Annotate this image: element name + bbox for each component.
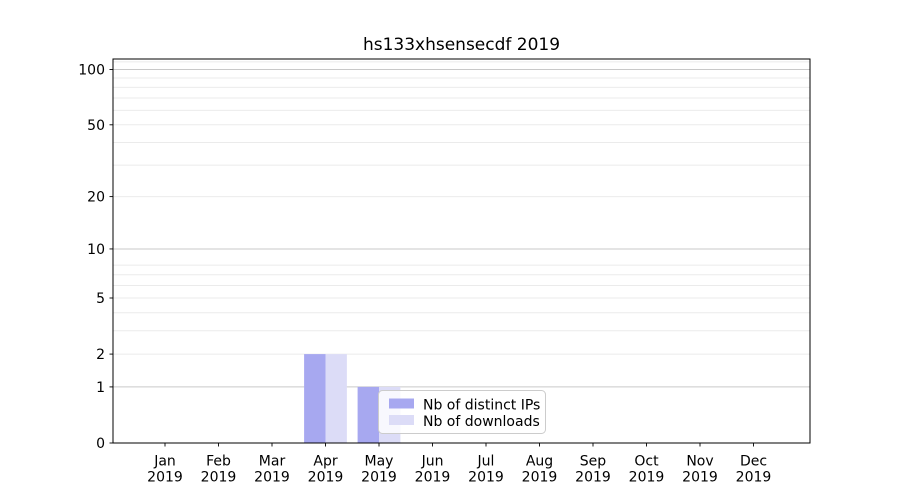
x-tick-label-month-dec: Dec [740, 454, 767, 470]
bar-apr-downloads [325, 354, 347, 443]
legend-frame [378, 390, 546, 434]
chart-title: hs133xhsensecdf 2019 [363, 35, 560, 55]
y-tick-label-1: 1 [96, 380, 105, 396]
x-tick-label-year-feb: 2019 [201, 470, 237, 486]
legend [378, 390, 546, 434]
x-tick-label-year-mar: 2019 [254, 470, 290, 486]
legend-label-distinct-ips: Nb of distinct IPs [423, 398, 540, 414]
x-tick-label-month-jun: Jun [421, 454, 444, 470]
x-tick-label-year-sep: 2019 [575, 470, 611, 486]
bar-apr-distinct-ips [304, 354, 326, 443]
y-tick-label-0: 0 [96, 436, 105, 452]
x-tick-label-year-apr: 2019 [308, 470, 344, 486]
x-tick-label-month-apr: Apr [313, 454, 337, 470]
y-tick-label-2: 2 [96, 347, 105, 363]
x-tick-label-month-jul: Jul [477, 454, 495, 470]
axes-layer: 0125102050100Jan2019Feb2019Mar2019Apr201… [78, 58, 811, 486]
x-tick-label-year-oct: 2019 [629, 470, 665, 486]
legend-swatch-distinct-ips [389, 398, 414, 409]
x-tick-label-year-jan: 2019 [147, 470, 183, 486]
x-tick-label-month-sep: Sep [580, 454, 607, 470]
x-tick-label-year-nov: 2019 [682, 470, 718, 486]
x-tick-label-month-oct: Oct [634, 454, 659, 470]
plot-spines [112, 58, 811, 444]
x-tick-label-year-dec: 2019 [736, 470, 772, 486]
legend-swatch-downloads [389, 415, 414, 425]
y-tick-label-100: 100 [78, 63, 105, 79]
x-tick-label-month-feb: Feb [206, 454, 231, 470]
x-tick-label-month-may: May [365, 454, 394, 470]
x-tick-label-year-jul: 2019 [468, 470, 504, 486]
bar-may-distinct-ips [357, 386, 379, 443]
y-tick-label-5: 5 [96, 291, 105, 307]
x-tick-label-year-may: 2019 [361, 470, 397, 486]
y-tick-label-50: 50 [87, 118, 105, 134]
x-tick-label-month-mar: Mar [259, 454, 286, 470]
y-tick-label-10: 10 [87, 242, 105, 258]
x-tick-label-month-jan: Jan [153, 454, 176, 470]
x-tick-label-year-jun: 2019 [415, 470, 451, 486]
x-tick-label-year-aug: 2019 [522, 470, 558, 486]
x-tick-label-month-nov: Nov [686, 454, 713, 470]
legend-label-downloads: Nb of downloads [423, 414, 540, 430]
gridlines-layer [113, 61, 810, 388]
y-tick-label-20: 20 [87, 190, 105, 206]
x-tick-label-month-aug: Aug [526, 454, 553, 470]
